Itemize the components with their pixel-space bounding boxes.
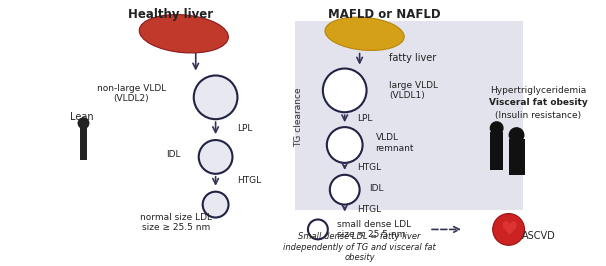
- FancyBboxPatch shape: [490, 132, 502, 170]
- Text: small dense LDL
size < 25.5 nm: small dense LDL size < 25.5 nm: [337, 220, 411, 239]
- Circle shape: [490, 121, 504, 135]
- Text: MAFLD or NAFLD: MAFLD or NAFLD: [328, 8, 441, 21]
- Text: Hypertriglyceridemia: Hypertriglyceridemia: [490, 86, 587, 95]
- Text: IDL: IDL: [370, 184, 384, 193]
- Circle shape: [78, 117, 90, 129]
- Circle shape: [194, 76, 238, 119]
- Circle shape: [202, 192, 228, 218]
- Text: Healthy liver: Healthy liver: [128, 8, 213, 21]
- Circle shape: [330, 175, 359, 205]
- Text: fatty liver: fatty liver: [390, 53, 437, 63]
- Text: LPL: LPL: [357, 114, 372, 123]
- Circle shape: [199, 140, 233, 174]
- Circle shape: [308, 219, 328, 239]
- Ellipse shape: [139, 15, 228, 53]
- Text: LPL: LPL: [238, 124, 253, 133]
- Text: normal size LDL
size ≥ 25.5 nm: normal size LDL size ≥ 25.5 nm: [140, 213, 212, 232]
- Circle shape: [327, 127, 362, 163]
- Circle shape: [493, 214, 524, 245]
- Text: HTGL: HTGL: [357, 163, 381, 172]
- Text: Small dense LDL ∞ fatty liver
independently of TG and visceral fat
obesity: Small dense LDL ∞ fatty liver independen…: [283, 232, 436, 262]
- Text: HTGL: HTGL: [238, 176, 262, 185]
- Text: Lean: Lean: [70, 112, 93, 122]
- Text: TG clearance: TG clearance: [295, 88, 304, 147]
- Text: (Insulin resistance): (Insulin resistance): [495, 111, 581, 120]
- Text: non-large VLDL
(VLDL2): non-large VLDL (VLDL2): [96, 84, 166, 103]
- FancyBboxPatch shape: [508, 139, 525, 175]
- Text: Visceral fat obesity: Visceral fat obesity: [489, 98, 588, 107]
- Text: large VLDL
(VLDL1): large VLDL (VLDL1): [390, 81, 438, 100]
- Text: ♥: ♥: [500, 220, 518, 239]
- Ellipse shape: [325, 17, 404, 51]
- Text: VLDL
remnant: VLDL remnant: [376, 133, 414, 153]
- Circle shape: [508, 127, 524, 143]
- FancyBboxPatch shape: [79, 128, 87, 160]
- Text: HTGL: HTGL: [357, 205, 381, 214]
- Text: ASCVD: ASCVD: [522, 231, 555, 241]
- Circle shape: [323, 69, 367, 112]
- FancyBboxPatch shape: [295, 21, 524, 210]
- Text: IDL: IDL: [165, 151, 180, 159]
